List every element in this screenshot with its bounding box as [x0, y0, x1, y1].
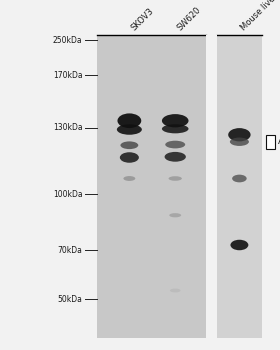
Text: 50kDa: 50kDa: [58, 295, 83, 304]
Text: AP3B1: AP3B1: [278, 137, 280, 146]
Ellipse shape: [232, 175, 247, 182]
Text: Mouse liver: Mouse liver: [239, 0, 280, 32]
Text: 100kDa: 100kDa: [53, 190, 83, 199]
Ellipse shape: [228, 128, 251, 141]
Ellipse shape: [120, 152, 139, 163]
Ellipse shape: [169, 213, 181, 217]
Ellipse shape: [230, 240, 248, 250]
Ellipse shape: [162, 124, 188, 133]
Ellipse shape: [170, 288, 181, 292]
Text: SW620: SW620: [175, 5, 202, 32]
Bar: [266, 135, 275, 149]
Ellipse shape: [165, 152, 186, 162]
Ellipse shape: [230, 138, 249, 146]
Ellipse shape: [162, 114, 188, 127]
Bar: [206, 35, 217, 338]
Bar: [217, 35, 262, 338]
Ellipse shape: [120, 141, 138, 149]
Ellipse shape: [117, 124, 142, 135]
Text: 70kDa: 70kDa: [58, 246, 83, 255]
Text: 250kDa: 250kDa: [53, 36, 83, 45]
Bar: [97, 35, 206, 338]
Ellipse shape: [165, 141, 185, 148]
Text: 170kDa: 170kDa: [53, 71, 83, 80]
Ellipse shape: [123, 176, 135, 181]
Ellipse shape: [169, 176, 182, 181]
Text: 130kDa: 130kDa: [53, 123, 83, 132]
Text: SKOV3: SKOV3: [129, 6, 155, 32]
Ellipse shape: [117, 113, 141, 128]
